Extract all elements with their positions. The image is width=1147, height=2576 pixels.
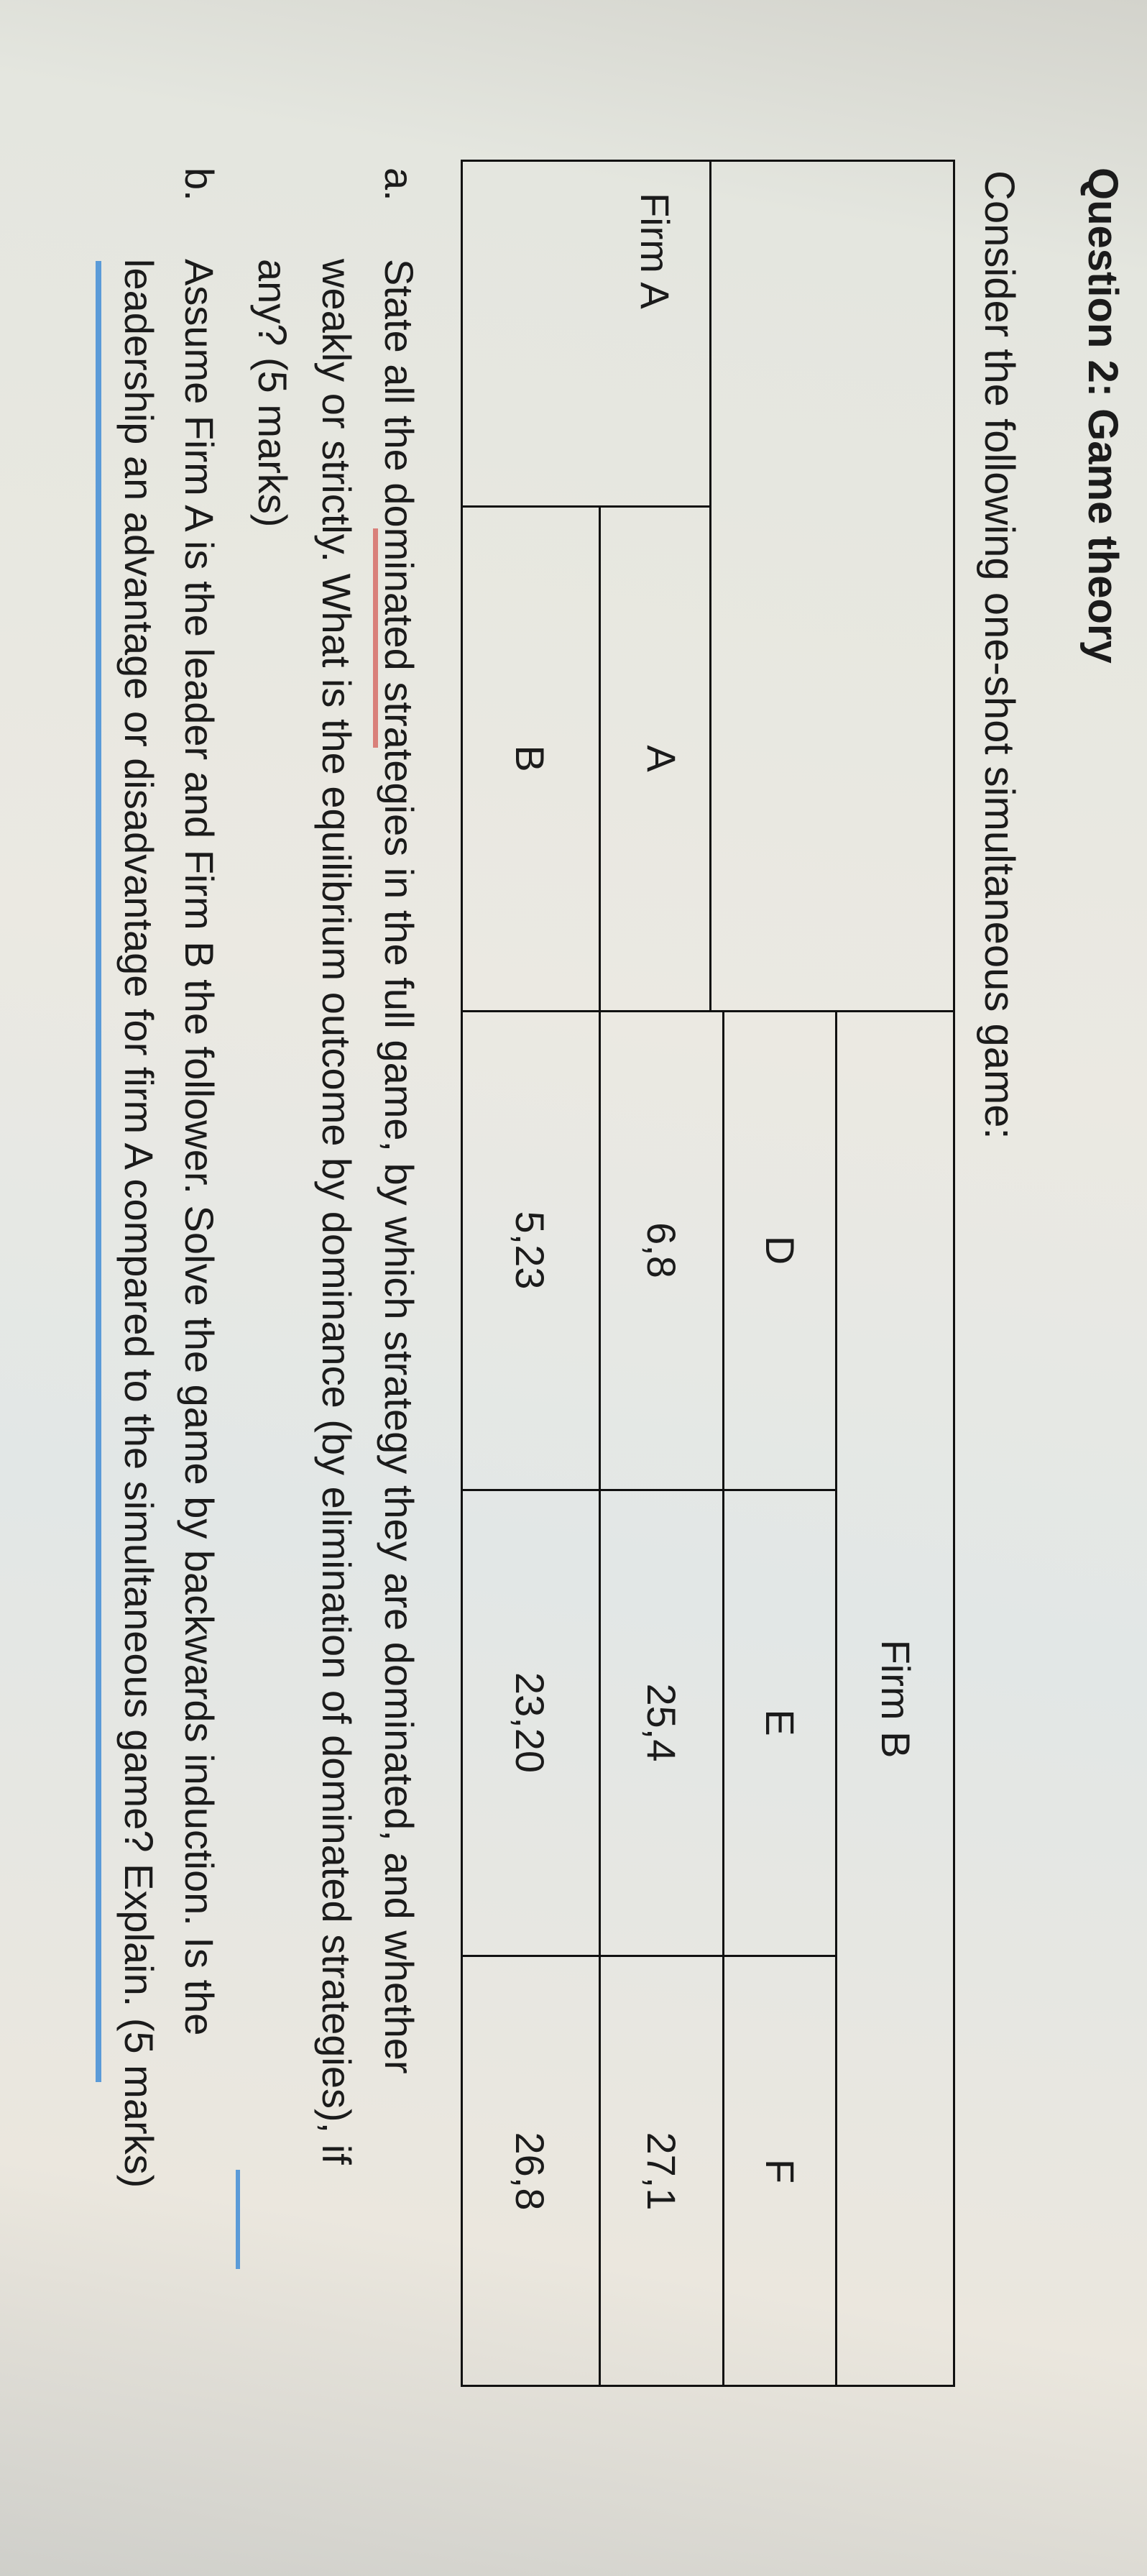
selection-underline <box>236 2170 240 2269</box>
intro-text: Consider the following one-shot simultan… <box>976 170 1023 1140</box>
col-player-label: Firm B <box>873 1639 919 1759</box>
question-b-line: Assume Firm A is the leader and Firm B t… <box>177 259 222 2036</box>
payoff-a-d: 6,8 <box>639 1222 685 1278</box>
row-strategy-b: B <box>507 745 553 772</box>
question-title: Question 2: Game theory <box>1079 168 1126 664</box>
row-strategy-a: A <box>639 745 685 772</box>
selection-underline <box>96 261 101 2082</box>
question-b-label: b. <box>177 168 222 201</box>
question-a-line: State all the dominated strategies in th… <box>377 259 422 2074</box>
question-b-line: leadership an advantage or disadvantage … <box>116 259 162 2188</box>
payoff-b-e: 23,20 <box>507 1672 553 1774</box>
question-a-label: a. <box>377 168 422 201</box>
col-strategy-e: E <box>757 1709 803 1736</box>
question-a-line: weakly or strictly. What is the equilibr… <box>314 259 359 2165</box>
payoff-b-d: 5,23 <box>507 1211 553 1290</box>
col-strategy-f: F <box>757 2158 803 2184</box>
spellcheck-underline <box>373 528 378 748</box>
col-strategy-d: D <box>757 1235 803 1265</box>
payoff-a-f: 27,1 <box>639 2132 685 2211</box>
row-player-label: Firm A <box>632 193 678 309</box>
payoff-a-e: 25,4 <box>639 1683 685 1762</box>
question-a-line: any? (5 marks) <box>250 259 295 528</box>
payoff-b-f: 26,8 <box>507 2132 553 2211</box>
